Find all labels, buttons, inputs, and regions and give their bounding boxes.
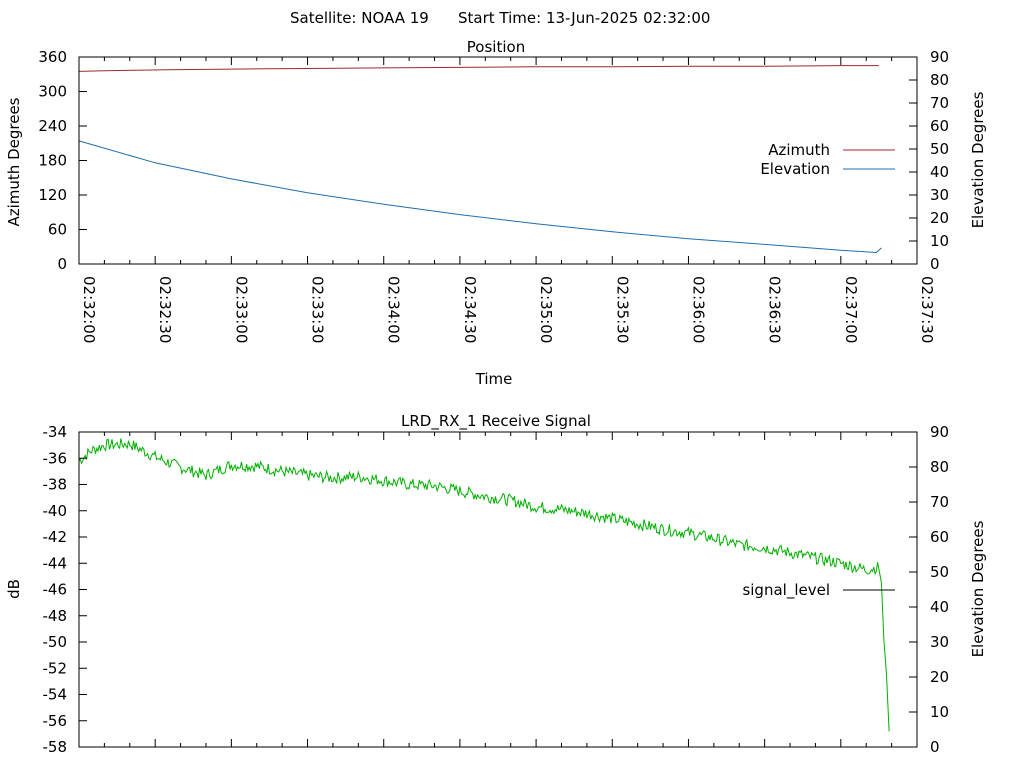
y-tick-label: -50: [43, 633, 68, 651]
y2-tick-label: 0: [930, 255, 940, 273]
series-line-elevation: [78, 140, 882, 254]
series-line-azimuth: [78, 65, 879, 72]
y2-tick-label: 20: [930, 209, 949, 227]
y2-tick-label: 30: [930, 186, 949, 204]
y2-tick-label: 0: [930, 738, 940, 756]
y-tick-label: -36: [43, 449, 68, 467]
y-tick-label: 240: [38, 117, 67, 135]
x-tick-label: 02:37:00: [842, 276, 860, 343]
y-tick-label: 360: [38, 48, 67, 66]
signal-chart-title: LRD_RX_1 Receive Signal: [401, 412, 591, 431]
position-chart-title: Position: [467, 38, 525, 56]
x-tick-label: 02:32:30: [156, 276, 174, 343]
y-tick-label: -54: [43, 686, 68, 704]
signal-y2-axis-label: Elevation Degrees: [969, 520, 987, 657]
y-tick-label: -56: [43, 712, 68, 730]
signal-chart: LRD_RX_1 Receive Signal -58 -56 -54 -52 -50 -…: [5, 412, 987, 756]
y2-tick-label: 30: [930, 633, 949, 651]
y-tick-label: -58: [43, 738, 68, 756]
y-tick-label: 120: [38, 186, 67, 204]
x-tick-label: 02:36:00: [689, 276, 707, 343]
start-time-label: Start Time: 13-Jun-2025 02:32:00: [458, 9, 710, 27]
x-tick-label: 02:36:30: [766, 276, 784, 343]
x-tick-label: 02:33:30: [309, 276, 327, 343]
y-tick-label: -52: [43, 659, 68, 677]
y-tick-label: 180: [38, 152, 67, 170]
y2-tick-label: 80: [930, 71, 949, 89]
y2-tick-label: 10: [930, 232, 949, 250]
y-tick-label: 60: [48, 221, 67, 239]
y2-tick-label: 60: [930, 117, 949, 135]
y-tick-label: 0: [57, 255, 67, 273]
x-tick-label: 02:34:00: [385, 276, 403, 343]
y2-tick-label: 20: [930, 668, 949, 686]
y-tick-label: -34: [43, 423, 68, 441]
x-tick-label: 02:33:00: [232, 276, 250, 343]
legend-label: Azimuth: [768, 141, 830, 159]
y2-tick-label: 70: [930, 94, 949, 112]
y2-tick-label: 80: [930, 458, 949, 476]
x-tick-label: 02:32:00: [80, 276, 98, 343]
position-x-axis-label: Time: [475, 370, 513, 388]
signal-y-axis-label: dB: [5, 579, 23, 599]
legend-label: signal_level: [742, 581, 830, 600]
x-tick-label: 02:34:30: [461, 276, 479, 343]
y2-tick-label: 90: [930, 423, 949, 441]
satellite-label: Satellite: NOAA 19: [290, 9, 429, 27]
series-line-signal-level: [78, 438, 890, 732]
position-y-axis-label: Azimuth Degrees: [5, 97, 23, 226]
y2-tick-label: 50: [930, 563, 949, 581]
x-tick-label: 02:35:00: [537, 276, 555, 343]
y2-tick-label: 10: [930, 703, 949, 721]
y-tick-label: -40: [43, 502, 68, 520]
position-chart: Position 0 60 120 180 240 300 360 0 10 20 30 40 50 6…: [5, 38, 987, 388]
x-tick-label: 02:37:30: [918, 276, 936, 343]
y-tick-label: -44: [43, 554, 68, 572]
y2-tick-label: 40: [930, 598, 949, 616]
legend-label: Elevation: [760, 160, 830, 178]
y2-tick-label: 50: [930, 140, 949, 158]
y-tick-label: -42: [43, 528, 68, 546]
x-tick-label: 02:35:30: [613, 276, 631, 343]
y2-tick-label: 90: [930, 48, 949, 66]
y2-tick-label: 70: [930, 493, 949, 511]
y2-tick-label: 60: [930, 528, 949, 546]
y2-tick-label: 40: [930, 163, 949, 181]
y-tick-label: -48: [43, 607, 68, 625]
position-y2-axis-label: Elevation Degrees: [969, 91, 987, 228]
y-tick-label: -46: [43, 581, 68, 599]
y-tick-label: 300: [38, 83, 67, 101]
y-tick-label: -38: [43, 476, 68, 494]
